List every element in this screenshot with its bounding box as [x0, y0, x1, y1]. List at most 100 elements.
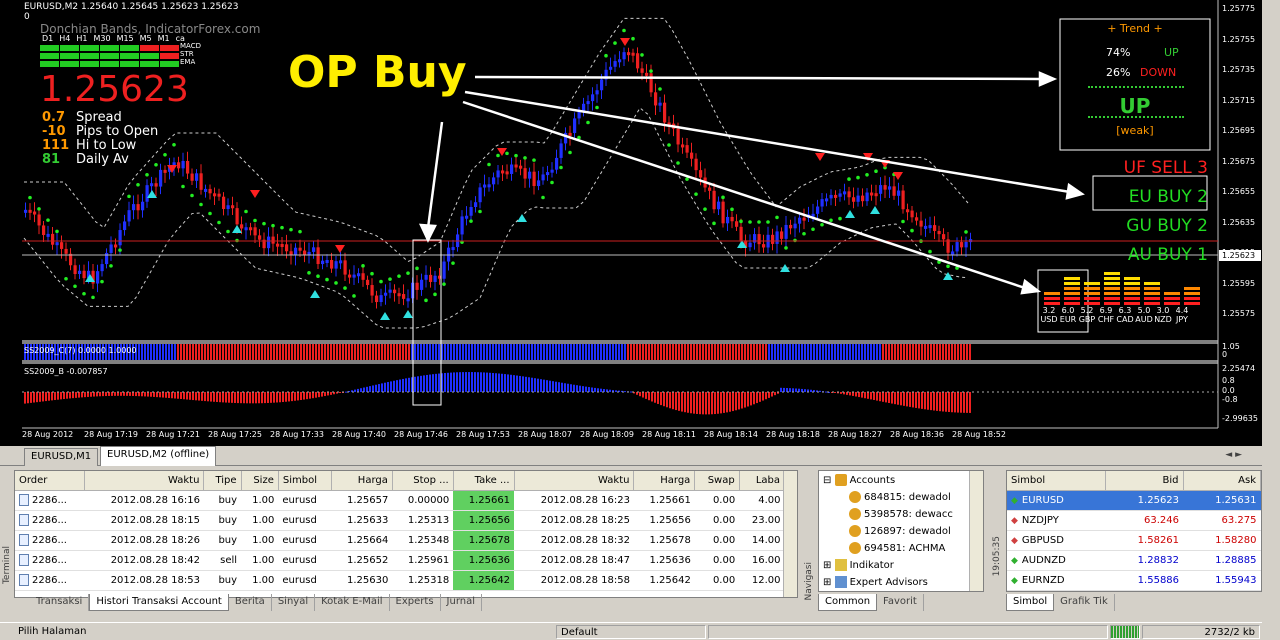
ind2-bar	[537, 378, 539, 392]
timeframe-label: D1	[42, 34, 54, 43]
history-row[interactable]: 2286... 2012.08.28 18:53 buy 1.00 eurusd 1.25…	[15, 570, 785, 591]
column-header[interactable]: Simbol	[278, 471, 333, 491]
time-axis[interactable]: 28 Aug 2012 28 Aug 17:19 28 Aug 17:21 28 Au…	[0, 430, 1218, 444]
ind1-bar	[219, 344, 221, 360]
expand-icon[interactable]: ⊞	[823, 577, 835, 588]
candle-body	[82, 270, 86, 279]
history-cell: 2012.08.28 18:58	[514, 570, 634, 591]
terminal-scrollbar[interactable]	[783, 471, 797, 597]
ind2-bar	[36, 392, 38, 403]
chart-tab-eurusd-m1[interactable]: EURUSD,M1	[24, 448, 99, 466]
candle-body	[613, 61, 617, 67]
market-watch-tab[interactable]: Simbol	[1006, 594, 1055, 611]
terminal-tab[interactable]: Kotak E-Mail	[315, 594, 390, 611]
column-header[interactable]: Swap	[694, 471, 740, 491]
market-watch-row[interactable]: ◆ NZDJPY 63.246 63.275	[1007, 510, 1261, 531]
account-item[interactable]: 5398578: dewacc	[823, 506, 971, 523]
terminal-tab[interactable]: Berita	[229, 594, 272, 611]
candle-body	[190, 173, 194, 181]
navigator-item[interactable]: ⊞ Expert Advisors	[823, 574, 971, 591]
history-cell: 2012.08.28 18:32	[514, 530, 634, 551]
ind1-bar	[255, 344, 257, 360]
account-item[interactable]: 694581: ACHMA	[823, 540, 971, 557]
history-row[interactable]: 2286... 2012.08.28 16:16 buy 1.00 eurusd 1.25…	[15, 490, 785, 511]
pane-separator[interactable]	[22, 360, 1218, 364]
psar-dot	[613, 41, 617, 45]
ind1-bar	[642, 344, 644, 360]
candle-body	[303, 250, 307, 256]
column-header[interactable]: Simbol	[1007, 471, 1107, 491]
ind2-bar	[210, 392, 212, 402]
terminal-tab[interactable]: Sinyal	[272, 594, 316, 611]
column-header[interactable]: Harga	[331, 471, 393, 491]
candle-body	[915, 217, 919, 221]
column-header[interactable]: Size	[241, 471, 279, 491]
chart-tab-eurusd-m2[interactable]: EURUSD,M2 (offline)	[100, 446, 217, 466]
meter-bar-nzd	[1164, 292, 1180, 295]
ind1-bar	[201, 344, 203, 360]
ind2-bar	[621, 390, 623, 392]
ind2-bar	[444, 373, 446, 392]
terminal-tab[interactable]: Jurnal	[441, 594, 482, 611]
trend-direction: UP	[1119, 94, 1151, 118]
history-row[interactable]: 2286... 2012.08.28 18:26 buy 1.00 eurusd 1.25…	[15, 530, 785, 551]
ind1-bar	[795, 344, 797, 360]
collapse-icon[interactable]: ⊟	[823, 475, 835, 486]
ind2-bar	[408, 377, 410, 392]
market-watch-row[interactable]: ◆ AUDNZD 1.28832 1.28885	[1007, 550, 1261, 571]
price-chart[interactable]: EURUSD,M2 1.25640 1.25645 1.25623 1.2562…	[0, 0, 1262, 446]
ind2-bar	[585, 386, 587, 392]
pane-separator[interactable]	[22, 340, 1218, 344]
ind1-bar	[735, 344, 737, 360]
tab-scroll-arrows[interactable]: ◄ ►	[1225, 450, 1242, 460]
sell-arrow-icon	[815, 153, 825, 161]
column-header[interactable]: Waktu	[84, 471, 205, 491]
navigator-panel: ⊟ Accounts 684815: dewadol 5398578: dewacc…	[818, 470, 984, 592]
ind1-bar	[492, 344, 494, 360]
column-header[interactable]: Bid	[1105, 471, 1184, 491]
ind1-bar	[123, 344, 125, 360]
column-header[interactable]: Laba	[739, 471, 786, 491]
terminal-tab[interactable]: Experts	[390, 594, 441, 611]
candle-body	[564, 132, 568, 144]
candle-body	[474, 202, 478, 207]
market-watch-tab[interactable]: Grafik Tik	[1054, 594, 1115, 611]
ind2-bar	[396, 380, 398, 392]
ind2-bar	[390, 381, 392, 392]
navigator-tab[interactable]: Common	[818, 594, 878, 611]
account-item[interactable]: 684815: dewadol	[823, 489, 971, 506]
column-header[interactable]: Ask	[1183, 471, 1261, 491]
navigator-scrollbar[interactable]	[969, 471, 983, 591]
ind2-bar	[180, 392, 182, 400]
column-header[interactable]: Harga	[633, 471, 696, 491]
ind1-bar	[789, 344, 791, 360]
navigator-item[interactable]: ⊞ Indikator	[823, 557, 971, 574]
current-price-tag: 1.25623	[1219, 250, 1261, 261]
column-header[interactable]: Take ...	[453, 471, 515, 491]
expand-icon[interactable]: ⊞	[823, 560, 835, 571]
account-item[interactable]: 126897: dewadol	[823, 523, 971, 540]
navigator-accounts-node[interactable]: ⊟ Accounts	[823, 473, 971, 489]
market-watch-row[interactable]: ◆ GBPUSD 1.58261 1.58280	[1007, 530, 1261, 551]
column-header[interactable]: Order	[15, 471, 85, 491]
terminal-tab[interactable]: Histori Transaksi Account	[89, 594, 229, 611]
ind1-bar	[318, 344, 320, 360]
market-watch-row[interactable]: ◆ EURUSD 1.25623 1.25631	[1007, 490, 1261, 511]
order-id: 2286...	[32, 515, 67, 526]
price-axis[interactable]: 1.25775 1.25755 1.25735 1.25715 1.25695 1.256…	[1222, 0, 1262, 340]
history-row[interactable]: 2286... 2012.08.28 18:42 sell 1.00 eurusd 1.2…	[15, 550, 785, 571]
timeframe-label: M15	[116, 34, 134, 43]
ind1-bar	[72, 344, 74, 360]
candle-body	[177, 162, 181, 169]
psar-dot	[406, 271, 410, 275]
column-header[interactable]: Stop ...	[392, 471, 454, 491]
column-header[interactable]: Waktu	[514, 471, 635, 491]
ind2-bar	[381, 383, 383, 392]
terminal-tab[interactable]: Transaksi	[30, 594, 90, 611]
ind2-bar	[483, 372, 485, 392]
history-row[interactable]: 2286... 2012.08.28 18:15 buy 1.00 eurusd 1.25…	[15, 510, 785, 531]
navigator-tab[interactable]: Favorit	[877, 594, 924, 611]
ind1-bar	[627, 344, 629, 360]
column-header[interactable]: Tipe	[203, 471, 242, 491]
market-watch-row[interactable]: ◆ EURNZD 1.55886 1.55943	[1007, 570, 1261, 591]
